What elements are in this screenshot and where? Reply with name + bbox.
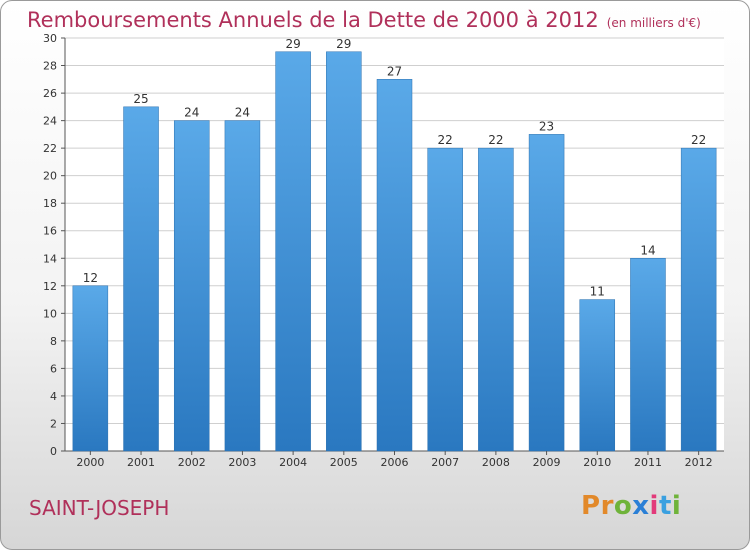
- data-label-2008: 22: [488, 133, 503, 147]
- logo-letter: P: [581, 491, 601, 521]
- bar-2004: [275, 51, 311, 452]
- bar-2009: [528, 134, 565, 452]
- y-tick-label: 0: [50, 445, 57, 458]
- bar-2010: [579, 299, 616, 452]
- y-tick-label: 24: [43, 115, 57, 128]
- y-tick-label: 12: [43, 280, 57, 293]
- y-tick-label: 30: [43, 32, 57, 45]
- x-tick-label-2002: 2002: [178, 456, 206, 469]
- logo-letter: t: [658, 491, 672, 521]
- chart-title-main: Remboursements Annuels de la Dette de 20…: [27, 8, 599, 32]
- y-tick-label: 14: [43, 252, 57, 265]
- bar-2000: [72, 285, 109, 452]
- bar-2002: [173, 120, 210, 452]
- data-label-2010: 11: [590, 285, 605, 299]
- proxiti-logo: Proxiti: [581, 491, 681, 521]
- logo-letter: i: [671, 491, 682, 521]
- y-tick-label: 6: [50, 362, 57, 375]
- logo-letter: o: [613, 491, 633, 521]
- data-label-2005: 29: [336, 37, 351, 51]
- y-tick-label: 20: [43, 170, 57, 183]
- y-tick-label: 16: [43, 225, 57, 238]
- y-tick-label: 10: [43, 307, 57, 320]
- chart-title-unit: (en milliers d'€): [606, 16, 701, 30]
- logo-letter: r: [600, 491, 614, 521]
- x-tick-label-2011: 2011: [634, 456, 662, 469]
- bar-2005: [326, 51, 362, 452]
- y-tick-label: 28: [43, 60, 57, 73]
- y-tick-label: 18: [43, 197, 57, 210]
- logo-letter: i: [649, 491, 659, 521]
- x-tick-label-2007: 2007: [431, 456, 459, 469]
- bar-2012: [680, 147, 717, 452]
- x-tick-label-2010: 2010: [583, 456, 611, 469]
- data-label-2011: 14: [640, 243, 655, 257]
- data-label-2007: 22: [438, 133, 453, 147]
- data-label-2012: 22: [691, 133, 706, 147]
- x-tick-label-2008: 2008: [482, 456, 510, 469]
- x-tick-label-2000: 2000: [76, 456, 104, 469]
- bar-2003: [224, 120, 261, 452]
- x-tick-label-2006: 2006: [381, 456, 409, 469]
- bar-2008: [478, 147, 514, 452]
- data-label-2003: 24: [235, 106, 250, 120]
- x-tick-label-2003: 2003: [228, 456, 256, 469]
- bar-2001: [123, 106, 159, 452]
- bar-2011: [630, 258, 666, 452]
- y-tick-label: 22: [43, 142, 57, 155]
- y-tick-label: 26: [43, 87, 57, 100]
- x-tick-label-2005: 2005: [330, 456, 358, 469]
- data-label-2002: 24: [184, 106, 199, 120]
- data-label-2009: 23: [539, 119, 554, 133]
- x-tick-label-2009: 2009: [533, 456, 561, 469]
- x-tick-label-2004: 2004: [279, 456, 307, 469]
- y-tick-label: 8: [50, 335, 57, 348]
- city-name: SAINT-JOSEPH: [29, 496, 170, 520]
- data-label-2004: 29: [285, 37, 300, 51]
- y-tick-label: 4: [50, 390, 57, 403]
- chart-title: Remboursements Annuels de la Dette de 20…: [27, 8, 701, 32]
- data-label-2000: 12: [83, 271, 98, 285]
- x-tick-label-2012: 2012: [685, 456, 713, 469]
- bar-2007: [427, 147, 463, 452]
- x-tick-label-2001: 2001: [127, 456, 155, 469]
- logo-letter: x: [632, 491, 650, 521]
- data-label-2001: 25: [133, 92, 148, 106]
- data-label-2006: 27: [387, 64, 402, 78]
- bar-2006: [376, 79, 413, 452]
- y-tick-label: 2: [50, 417, 57, 430]
